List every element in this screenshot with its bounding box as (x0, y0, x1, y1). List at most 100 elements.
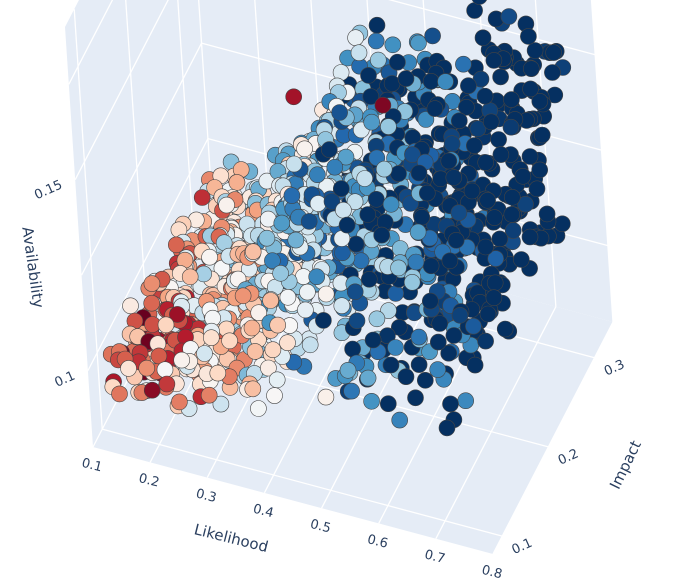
scatter-point (417, 111, 435, 128)
scatter-point (474, 29, 492, 47)
scatter-point (359, 206, 377, 223)
scatter-point (347, 29, 364, 47)
scatter-point (443, 135, 461, 152)
scatter-point (264, 341, 282, 359)
scatter-point (514, 168, 532, 185)
scatter-point (201, 248, 218, 266)
scatter-point (308, 268, 326, 286)
scatter-point (389, 53, 406, 71)
scatter-point (440, 152, 458, 170)
scatter-point (258, 229, 276, 247)
z-gridline-left (87, 138, 209, 371)
scatter-point (200, 386, 218, 404)
scatter-point (424, 27, 441, 45)
scatter-points (102, 0, 572, 437)
scatter-point (410, 328, 428, 346)
scatter-point (373, 226, 391, 244)
scatter-point (323, 193, 341, 210)
scatter-point (477, 154, 495, 171)
scatter-point (382, 356, 400, 374)
y-gridline-floor (102, 428, 503, 537)
scatter-point (485, 52, 503, 69)
scatter-point (463, 182, 481, 200)
scatter-point (486, 209, 503, 226)
scatter-point (397, 368, 415, 386)
scatter-point (234, 287, 252, 305)
scatter-point (426, 100, 444, 117)
scatter-point (479, 305, 497, 323)
scatter-point (368, 310, 386, 328)
scatter-point (429, 333, 447, 351)
scatter-point (410, 34, 427, 52)
scatter-point (422, 73, 440, 90)
scatter-point (533, 126, 551, 144)
scatter-point (272, 264, 289, 282)
scatter-point (348, 312, 366, 330)
scatter-point (479, 192, 496, 209)
scatter-point (445, 169, 463, 186)
scatter-point (477, 332, 494, 350)
scatter-point (409, 223, 427, 241)
x-tick-label: 0.5 (309, 517, 333, 537)
scatter-point (157, 316, 175, 334)
scatter-point (279, 288, 297, 306)
scatter-point (369, 51, 387, 69)
scatter-point (212, 395, 230, 413)
scatter-point (375, 160, 393, 178)
scatter-point (143, 381, 161, 399)
scatter-point (264, 252, 281, 270)
scatter-point (440, 344, 458, 362)
scatter-point (283, 187, 301, 204)
scatter-point (465, 317, 482, 335)
scatter-point (553, 215, 571, 233)
scatter-point (203, 329, 220, 347)
scatter-point (407, 389, 424, 407)
scatter-point (244, 380, 262, 398)
x-tick-label: 0.7 (423, 548, 447, 568)
scatter-point (359, 369, 377, 387)
left-wall-plane (65, 0, 213, 447)
scatter-point (320, 141, 338, 158)
scatter-point (120, 360, 137, 377)
y-tick-label: 0.2 (556, 446, 581, 468)
scatter-point (122, 297, 139, 315)
scatter-point (447, 232, 465, 249)
scatter-point (193, 189, 211, 206)
z-gridline-left (80, 42, 203, 276)
scatter-point (260, 359, 277, 377)
scatter-point (512, 251, 530, 268)
scatter-point (458, 99, 475, 116)
scatter-point (343, 382, 360, 400)
y-gridline-wall (177, 0, 196, 251)
scatter-point (138, 359, 155, 377)
scatter-point (285, 88, 303, 106)
scatter-point (337, 148, 355, 166)
x-tick-label: 0.1 (80, 456, 104, 476)
scatter-point (390, 319, 408, 336)
scatter-point (344, 340, 361, 358)
scatter-point (356, 170, 374, 187)
scatter-point (544, 64, 561, 81)
scatter-point (338, 216, 356, 234)
scatter-point (363, 392, 380, 410)
scatter-point (300, 213, 318, 230)
scatter-point (168, 236, 185, 254)
scatter-point (221, 332, 238, 350)
y-tick-label: 0.3 (602, 357, 627, 379)
scatter-point (331, 104, 348, 121)
scatter-point (466, 2, 483, 19)
scatter-point (309, 195, 327, 212)
scatter-point (309, 166, 326, 183)
scatter-point (296, 140, 313, 158)
scatter-point (360, 270, 378, 288)
scatter-point (380, 118, 397, 135)
scatter-point (346, 283, 364, 301)
scatter-point (326, 158, 344, 176)
scatter-point (360, 67, 377, 84)
scatter-point (262, 292, 279, 309)
scatter-point (382, 196, 400, 213)
scatter-point (315, 312, 332, 329)
scatter-point (476, 87, 494, 105)
